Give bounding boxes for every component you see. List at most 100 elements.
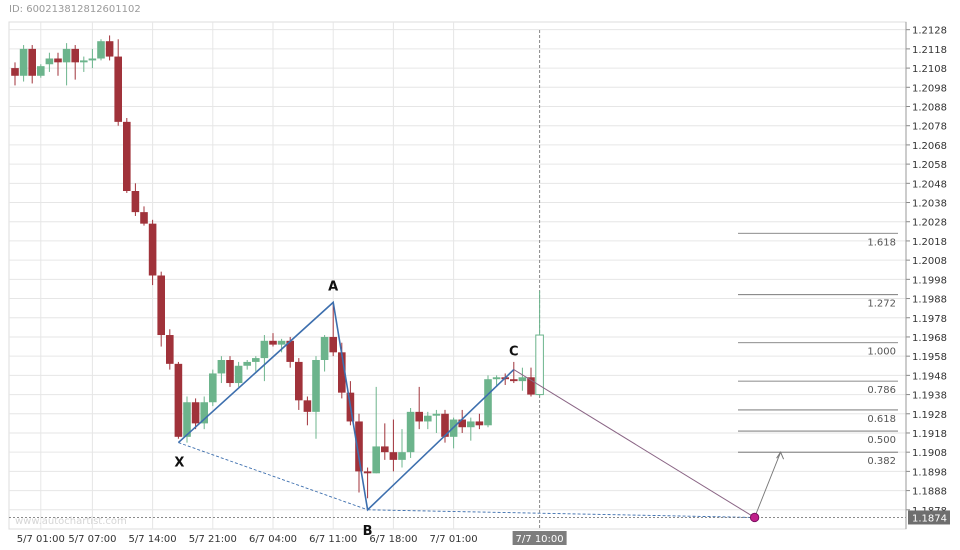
candle-body [338,352,346,393]
current-time-box [512,531,567,545]
candle-body [54,58,62,63]
pattern-xabc-line [177,300,515,512]
y-tick-label: 1.1928 [912,410,947,421]
candle-body [80,60,88,63]
pattern-xb-dashed-line [178,442,368,511]
y-tick-label: 1.1898 [912,467,947,478]
y-tick-label: 1.1978 [912,314,947,325]
x-tick-label: 6/7 04:00 [249,534,297,545]
fib-level-label: 0.382 [867,456,896,467]
current-price-box [908,510,950,525]
candle-body [458,419,466,428]
y-tick-label: 1.1988 [912,295,947,306]
y-tick-label: 1.2008 [912,256,947,267]
candle-body [372,446,380,474]
x-tick-label: 5/7 07:00 [68,534,116,545]
candle-body [381,446,389,453]
pattern-point-label: B [363,524,373,539]
chart-id-label: ID: 600213812812601102 [9,4,141,15]
candle-body [148,223,157,276]
chart-id-prefix: ID: [9,4,27,15]
candle-body [518,377,527,382]
candle-body [295,361,303,401]
candle-body [217,360,226,374]
candle-body [174,363,183,437]
target-arrow-head [776,451,785,460]
x-tick-label: 6/7 18:00 [369,534,417,545]
candle-body [398,452,406,460]
candle-body [140,212,148,224]
target-arrow-line [754,452,782,518]
candle-body [45,58,54,65]
candle-body [363,471,372,474]
current-price-label: 1.1874 [912,513,947,524]
candle-body [406,411,415,453]
candle-body [191,402,200,424]
y-tick-label: 1.1948 [912,371,947,382]
candle-body [252,358,260,362]
candle-body [355,421,363,472]
candle-body [183,402,191,437]
y-tick-label: 1.2028 [912,218,947,229]
fib-level-label: 1.618 [867,237,896,248]
x-tick-label: 5/7 21:00 [189,534,237,545]
candle-body [226,360,234,384]
y-tick-label: 1.2108 [912,64,947,75]
fibonacci-levels: 1.618 1.272 1.000 0.786 0.618 0.500 0.382 [738,232,898,467]
candle-body [492,377,501,380]
candle-body [105,41,114,57]
y-tick-label: 1.1938 [912,391,947,402]
candle-body [234,365,243,384]
candle-body [88,58,97,61]
candle-body [303,400,312,412]
fib-level-label: 0.500 [867,435,896,446]
target-point [749,512,760,523]
plot-border [8,21,907,530]
candle-body [62,48,71,63]
y-tick-label: 1.2098 [912,83,947,94]
chart-id-value: 600213812812601102 [26,4,141,15]
pattern-lines: X A B C [9,279,906,539]
y-tick-label: 1.2058 [912,160,947,171]
candle-body [484,379,492,426]
candle-body [97,41,105,59]
fib-level-label: 1.272 [867,299,896,310]
x-tick-label: 5/7 01:00 [17,534,65,545]
y-tick-label: 1.2078 [912,122,947,133]
candle-body [11,68,19,76]
y-tick-label: 1.1968 [912,333,947,344]
candle-body [28,48,36,76]
y-tick-label: 1.2048 [912,179,947,190]
candle-body [114,56,122,122]
candle-body [200,402,208,424]
candle-body [329,336,337,353]
candle-body [243,361,251,366]
candle-body [19,48,28,76]
candle-body [535,334,544,396]
x-tick-label: 5/7 14:00 [129,534,177,545]
watermark: www.autochartist.com [15,516,127,527]
candle-body [157,275,165,336]
y-tick-label: 1.2038 [912,199,947,210]
candle-body [441,413,449,437]
candle-body [424,415,432,422]
candle-body [467,421,475,428]
candle-body [415,411,423,422]
candle-body [209,373,217,403]
y-tick-label: 1.2088 [912,103,947,114]
candle-body [71,48,79,63]
axes: 1.2128 1.2118 1.2108 1.2098 1.2088 1.2078 1.20… [17,22,950,545]
y-tick-label: 1.2118 [912,45,947,56]
projection-line [513,369,755,518]
pattern-point-label: C [509,345,519,360]
pattern-bd-dashed-line [367,509,755,518]
y-tick-label: 1.2068 [912,141,947,152]
y-tick-label: 1.1998 [912,275,947,286]
candle-body [510,379,518,382]
fib-level-label: 0.786 [867,385,896,396]
x-tick-label: 7/7 01:00 [430,534,478,545]
y-tick-label: 1.1958 [912,352,947,363]
candle-body [312,360,320,412]
fib-level-label: 1.000 [867,347,896,358]
